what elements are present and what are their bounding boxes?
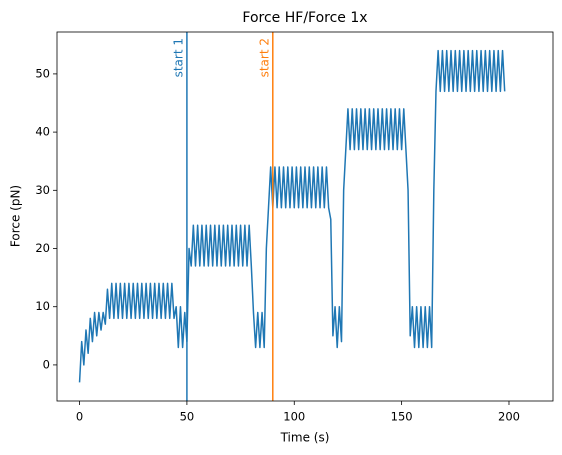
x-tick-label: 50 bbox=[180, 410, 195, 424]
annotation-label: start 1 bbox=[171, 38, 185, 77]
y-tick-label: 50 bbox=[35, 66, 50, 80]
y-tick-label: 0 bbox=[43, 357, 50, 371]
x-tick-label: 100 bbox=[283, 410, 305, 424]
chart-title: Force HF/Force 1x bbox=[242, 10, 367, 26]
x-tick-label: 200 bbox=[498, 410, 520, 424]
y-tick-label: 20 bbox=[35, 241, 50, 255]
y-tick-label: 30 bbox=[35, 183, 50, 197]
y-tick-label: 10 bbox=[35, 299, 50, 313]
y-tick-label: 40 bbox=[35, 125, 50, 139]
data-line bbox=[78, 49, 506, 383]
x-tick-label: 0 bbox=[76, 410, 83, 424]
annotation-label: start 2 bbox=[257, 38, 271, 77]
y-axis-label: Force (pN) bbox=[9, 185, 23, 247]
x-axis-label: Time (s) bbox=[280, 431, 330, 445]
x-tick-label: 150 bbox=[391, 410, 413, 424]
plot-frame bbox=[56, 31, 554, 402]
